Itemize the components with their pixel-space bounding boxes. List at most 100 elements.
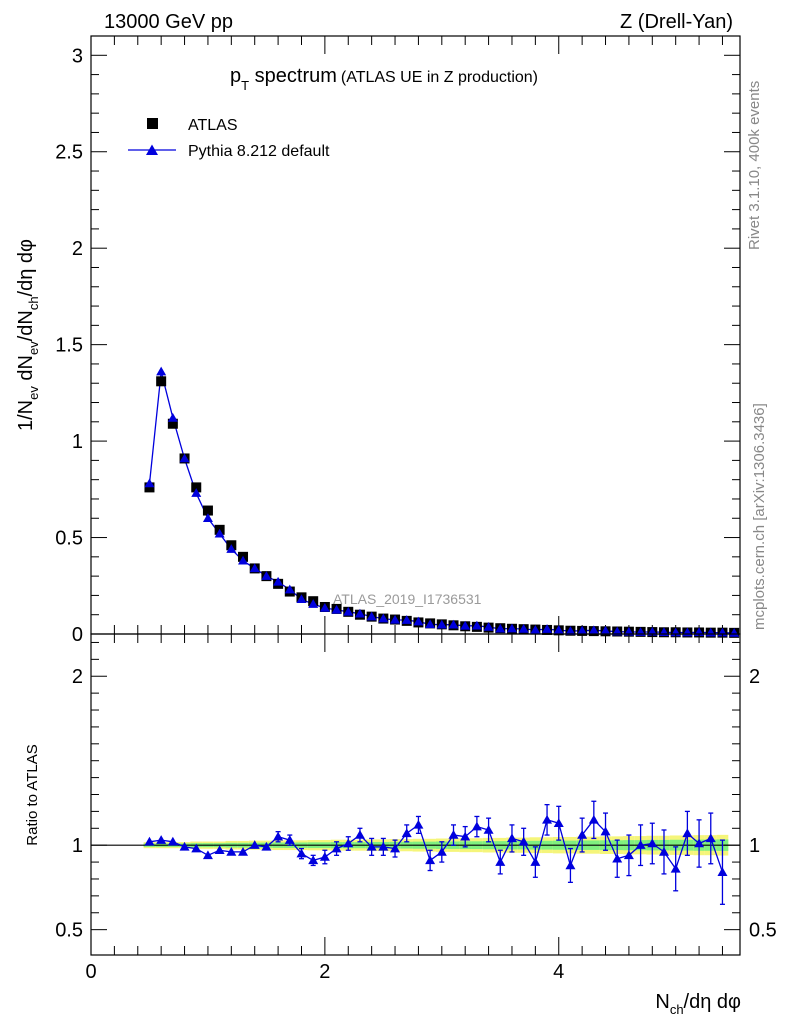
ratio-point — [647, 838, 658, 848]
y-tick-label: 3 — [72, 45, 83, 67]
ratio-x-ticks: 0 2 4 — [85, 634, 723, 983]
main-y-axis-label: 1/Nev dNev/dNch/dη dφ — [15, 239, 41, 431]
pythia-point — [471, 620, 482, 630]
legend-pythia-label: Pythia 8.212 default — [188, 143, 330, 160]
mcplots-label: mcplots.cern.ch [arXiv:1306.3436] — [751, 403, 768, 630]
pythia-point — [273, 576, 284, 586]
legend: ATLAS Pythia 8.212 default — [128, 117, 330, 160]
pythia-point — [354, 608, 365, 618]
chart-title: pT spectrum (ATLAS UE in Z production) — [230, 65, 538, 93]
ratio-panel: 0.5 0.5 1 1 2 2 0 2 4 Ratio to ATLAS Nch/dη dφ — [24, 633, 777, 1017]
ratio-point — [506, 833, 517, 843]
pythia-point — [156, 366, 167, 376]
ratio-y-axis-label: Ratio to ATLAS — [24, 744, 41, 845]
pythia-point — [401, 615, 412, 624]
ratio-point — [308, 855, 319, 865]
ratio-point — [179, 841, 190, 851]
ratio-point — [144, 836, 155, 846]
ratio-point — [612, 853, 623, 863]
ratio-y-tick-label: 2 — [72, 666, 83, 688]
ratio-point — [354, 830, 365, 839]
y-tick-label: 1.5 — [55, 335, 83, 357]
pythia-point — [261, 571, 272, 580]
pythia-point — [600, 625, 611, 635]
pythia-point — [390, 614, 401, 624]
atlas-point — [156, 376, 167, 387]
ratio-point — [156, 835, 167, 844]
pythia-point — [144, 478, 155, 488]
ratio-y-tick-label-right: 2 — [749, 666, 760, 688]
ratio-y-tick-label: 1 — [72, 835, 83, 857]
ratio-point — [202, 850, 213, 860]
pythia-point — [553, 625, 564, 634]
pythia-point — [249, 563, 260, 573]
rivet-label: Rivet 3.1.10, 400k events — [746, 81, 763, 250]
pythia-point — [284, 584, 295, 594]
ratio-point — [378, 841, 389, 851]
ratio-point — [577, 830, 588, 839]
ratio-point — [705, 833, 716, 843]
main-panel: 0 0.5 1 1.5 2 2.5 3 pT spectrum (ATLAS UE in Z … — [15, 35, 741, 646]
ratio-point — [249, 840, 260, 849]
pythia-point — [588, 625, 599, 635]
ratio-point — [542, 814, 553, 824]
pythia-point — [530, 624, 541, 634]
pythia-point — [495, 623, 506, 633]
legend-atlas-marker — [147, 118, 158, 129]
ratio-point — [448, 830, 459, 839]
ratio-point — [471, 821, 482, 831]
pythia-point — [506, 623, 517, 633]
main-x-ticks — [90, 36, 723, 634]
ratio-point — [495, 857, 506, 866]
ratio-point — [623, 850, 634, 860]
pythia-point — [308, 599, 319, 608]
ratio-point — [553, 818, 564, 827]
ratio-point — [635, 840, 646, 849]
pythia-point — [612, 626, 623, 636]
process-label: Z (Drell-Yan) — [620, 11, 733, 33]
pythia-point — [366, 611, 377, 621]
ratio-point — [296, 848, 307, 858]
main-y-ticks: 0 0.5 1 1.5 2 2.5 3 — [55, 45, 740, 646]
ratio-frame — [90, 633, 741, 956]
ratio-point — [261, 841, 272, 851]
pythia-point — [343, 606, 354, 616]
pythia-point — [378, 613, 389, 623]
pythia-point — [214, 528, 225, 538]
pythia-point — [179, 453, 190, 463]
ratio-y-tick-label: 0.5 — [55, 920, 83, 942]
pythia-point — [483, 622, 494, 631]
ratio-point — [460, 831, 471, 841]
y-tick-label: 1 — [72, 431, 83, 453]
ratio-y-tick-label-right: 0.5 — [749, 920, 777, 942]
ratio-point — [600, 826, 611, 836]
analysis-watermark: ATLAS_2019_I1736531 — [333, 591, 482, 607]
ratio-point — [694, 838, 705, 848]
pythia-point — [296, 594, 307, 604]
ratio-point — [284, 835, 295, 844]
x-tick-label: 0 — [85, 961, 96, 983]
pythia-point — [425, 619, 436, 629]
ratio-point — [401, 828, 412, 838]
ratio-point — [331, 843, 342, 853]
atlas-point — [167, 418, 178, 429]
energy-label: 13000 GeV pp — [104, 11, 233, 33]
ratio-point — [413, 819, 424, 829]
x-axis-label: Nch/dη dφ — [655, 991, 741, 1017]
pythia-point — [191, 488, 202, 497]
y-tick-label: 2 — [72, 238, 83, 260]
pythia-point — [413, 616, 424, 626]
ratio-point — [226, 846, 237, 856]
pythia-point — [167, 412, 178, 422]
ratio-point — [588, 814, 599, 824]
ratio-data — [144, 800, 728, 905]
y-tick-label: 0 — [72, 624, 83, 646]
ratio-point — [518, 836, 529, 846]
pythia-point — [542, 624, 553, 633]
legend-pythia-marker — [146, 144, 158, 155]
pythia-point — [238, 555, 249, 565]
pythia-point — [577, 625, 588, 635]
ratio-point — [530, 857, 541, 866]
ratio-point — [682, 828, 693, 838]
